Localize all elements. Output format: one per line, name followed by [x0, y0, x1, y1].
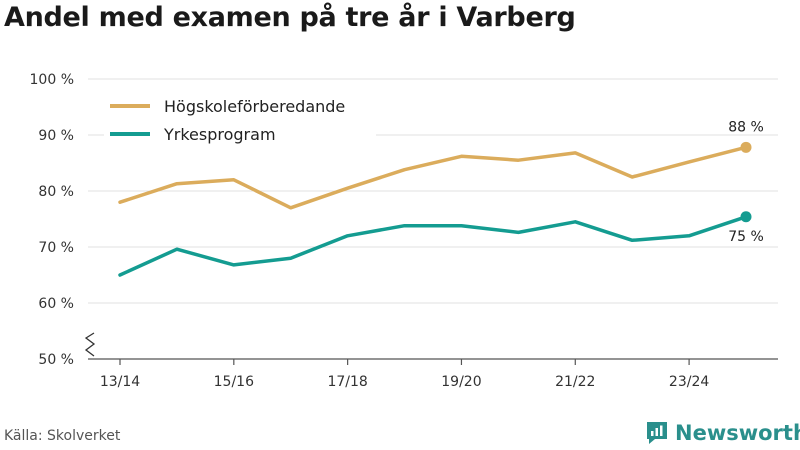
- x-tick-label: 21/22: [555, 374, 595, 390]
- end-value-label: 88 %: [728, 119, 764, 135]
- x-tick-label: 15/16: [214, 374, 254, 390]
- y-tick-label: 100 %: [30, 72, 74, 88]
- brand-name: Newsworthy: [675, 421, 800, 445]
- brand-logo[interactable]: Newsworthy: [645, 420, 800, 446]
- y-tick-label: 80 %: [38, 184, 74, 200]
- y-axis: 50 % 60 % 70 % 80 % 90 % 100 %: [30, 72, 74, 368]
- legend: Högskoleförberedande Yrkesprogram: [104, 92, 376, 146]
- y-tick-label: 50 %: [38, 352, 74, 368]
- chart-title: Andel med examen på tre år i Varberg: [4, 2, 576, 33]
- y-tick-label: 60 %: [38, 296, 74, 312]
- legend-label: Yrkesprogram: [163, 125, 276, 144]
- y-tick-label: 70 %: [38, 240, 74, 256]
- series-line-2: [118, 215, 748, 277]
- axis-break-marker: [84, 332, 96, 357]
- x-tick-label: 17/18: [327, 374, 367, 390]
- x-axis: 13/14 15/16 17/18 19/20 21/22 23/24: [84, 332, 778, 390]
- legend-label: Högskoleförberedande: [164, 97, 345, 116]
- end-value-label: 75 %: [728, 229, 764, 245]
- series-end-point: [740, 211, 752, 223]
- series-line-1: [118, 145, 748, 210]
- source-note: Källa: Skolverket: [4, 428, 121, 444]
- newsworthy-logo-icon: [647, 422, 667, 444]
- series-end-point: [740, 141, 752, 153]
- x-tick-label: 23/24: [669, 374, 709, 390]
- x-tick-label: 19/20: [441, 374, 481, 390]
- y-tick-label: 90 %: [38, 128, 74, 144]
- x-tick-label: 13/14: [100, 374, 140, 390]
- series-lines: 88 % 75 %: [118, 119, 764, 277]
- legend-background: [104, 92, 376, 146]
